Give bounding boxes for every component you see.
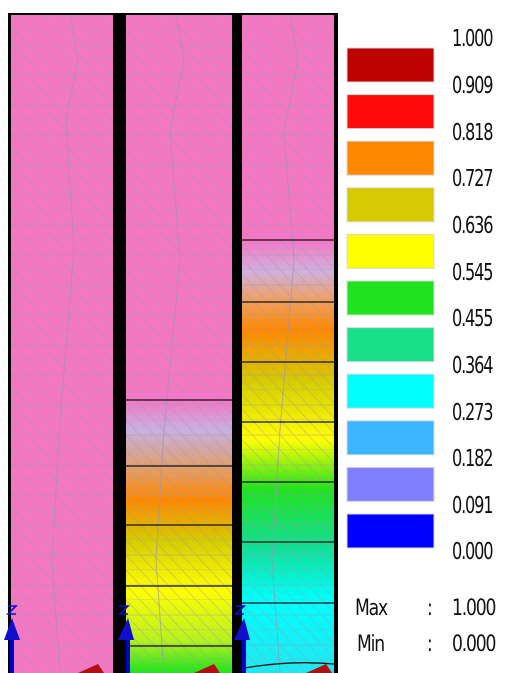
column-1-feature-line <box>51 13 79 673</box>
legend-swatch <box>346 140 435 176</box>
legend-swatch <box>346 187 435 223</box>
right-border <box>334 14 338 673</box>
min-label: Min <box>357 632 385 657</box>
column-3-contour-lines <box>242 239 335 669</box>
legend-label: 0.636 <box>452 213 494 239</box>
load-arrow-icon <box>194 664 220 673</box>
legend-label: 0.000 <box>452 539 494 565</box>
legend-swatch <box>346 327 435 363</box>
left-border <box>8 14 11 673</box>
legend-label: 0.182 <box>452 446 494 472</box>
legend-label: 0.727 <box>452 166 494 192</box>
max-label: Max <box>355 596 388 621</box>
legend-swatch <box>346 513 435 549</box>
legend-label: 0.455 <box>452 306 494 332</box>
legend-label: 0.909 <box>452 73 494 99</box>
legend-swatch <box>346 466 435 502</box>
legend-swatch <box>346 420 435 456</box>
support-markers <box>4 605 332 673</box>
legend-swatch <box>346 94 435 130</box>
column-3-mesh <box>242 14 334 673</box>
divider-2 <box>232 14 242 673</box>
legend-label: 0.545 <box>452 260 494 286</box>
min-value: 0.000 <box>452 632 496 657</box>
column-2-contour-lines <box>126 399 232 647</box>
model-column-3 <box>242 13 335 673</box>
legend-swatch <box>346 47 435 83</box>
support-axis-icon <box>118 605 134 673</box>
legend-swatch <box>346 233 435 269</box>
load-arrow-icon <box>78 664 104 673</box>
column-dividers <box>8 13 338 673</box>
legend-label: 0.273 <box>452 400 494 426</box>
min-separator: : <box>427 632 433 657</box>
legend-label: 0.091 <box>452 493 494 519</box>
load-arrow-icon <box>306 664 332 673</box>
legend-color-scale <box>346 47 435 549</box>
top-border <box>8 13 338 15</box>
max-separator: : <box>427 596 433 621</box>
legend-label: 0.364 <box>452 353 494 379</box>
support-axis-icon <box>234 605 250 673</box>
legend-label: 1.000 <box>452 26 494 52</box>
support-axis-icon <box>4 605 20 673</box>
legend-swatch <box>346 280 435 316</box>
column-1-mesh <box>10 14 113 673</box>
legend-swatch <box>346 373 435 409</box>
max-value: 1.000 <box>452 596 496 621</box>
legend-label: 0.818 <box>452 120 494 146</box>
column-3-feature-line <box>271 13 299 673</box>
model-column-1 <box>10 13 113 673</box>
column-2-feature-line <box>155 13 185 673</box>
divider-1 <box>113 14 126 673</box>
column-2-mesh <box>126 14 232 673</box>
model-column-2 <box>126 13 232 673</box>
